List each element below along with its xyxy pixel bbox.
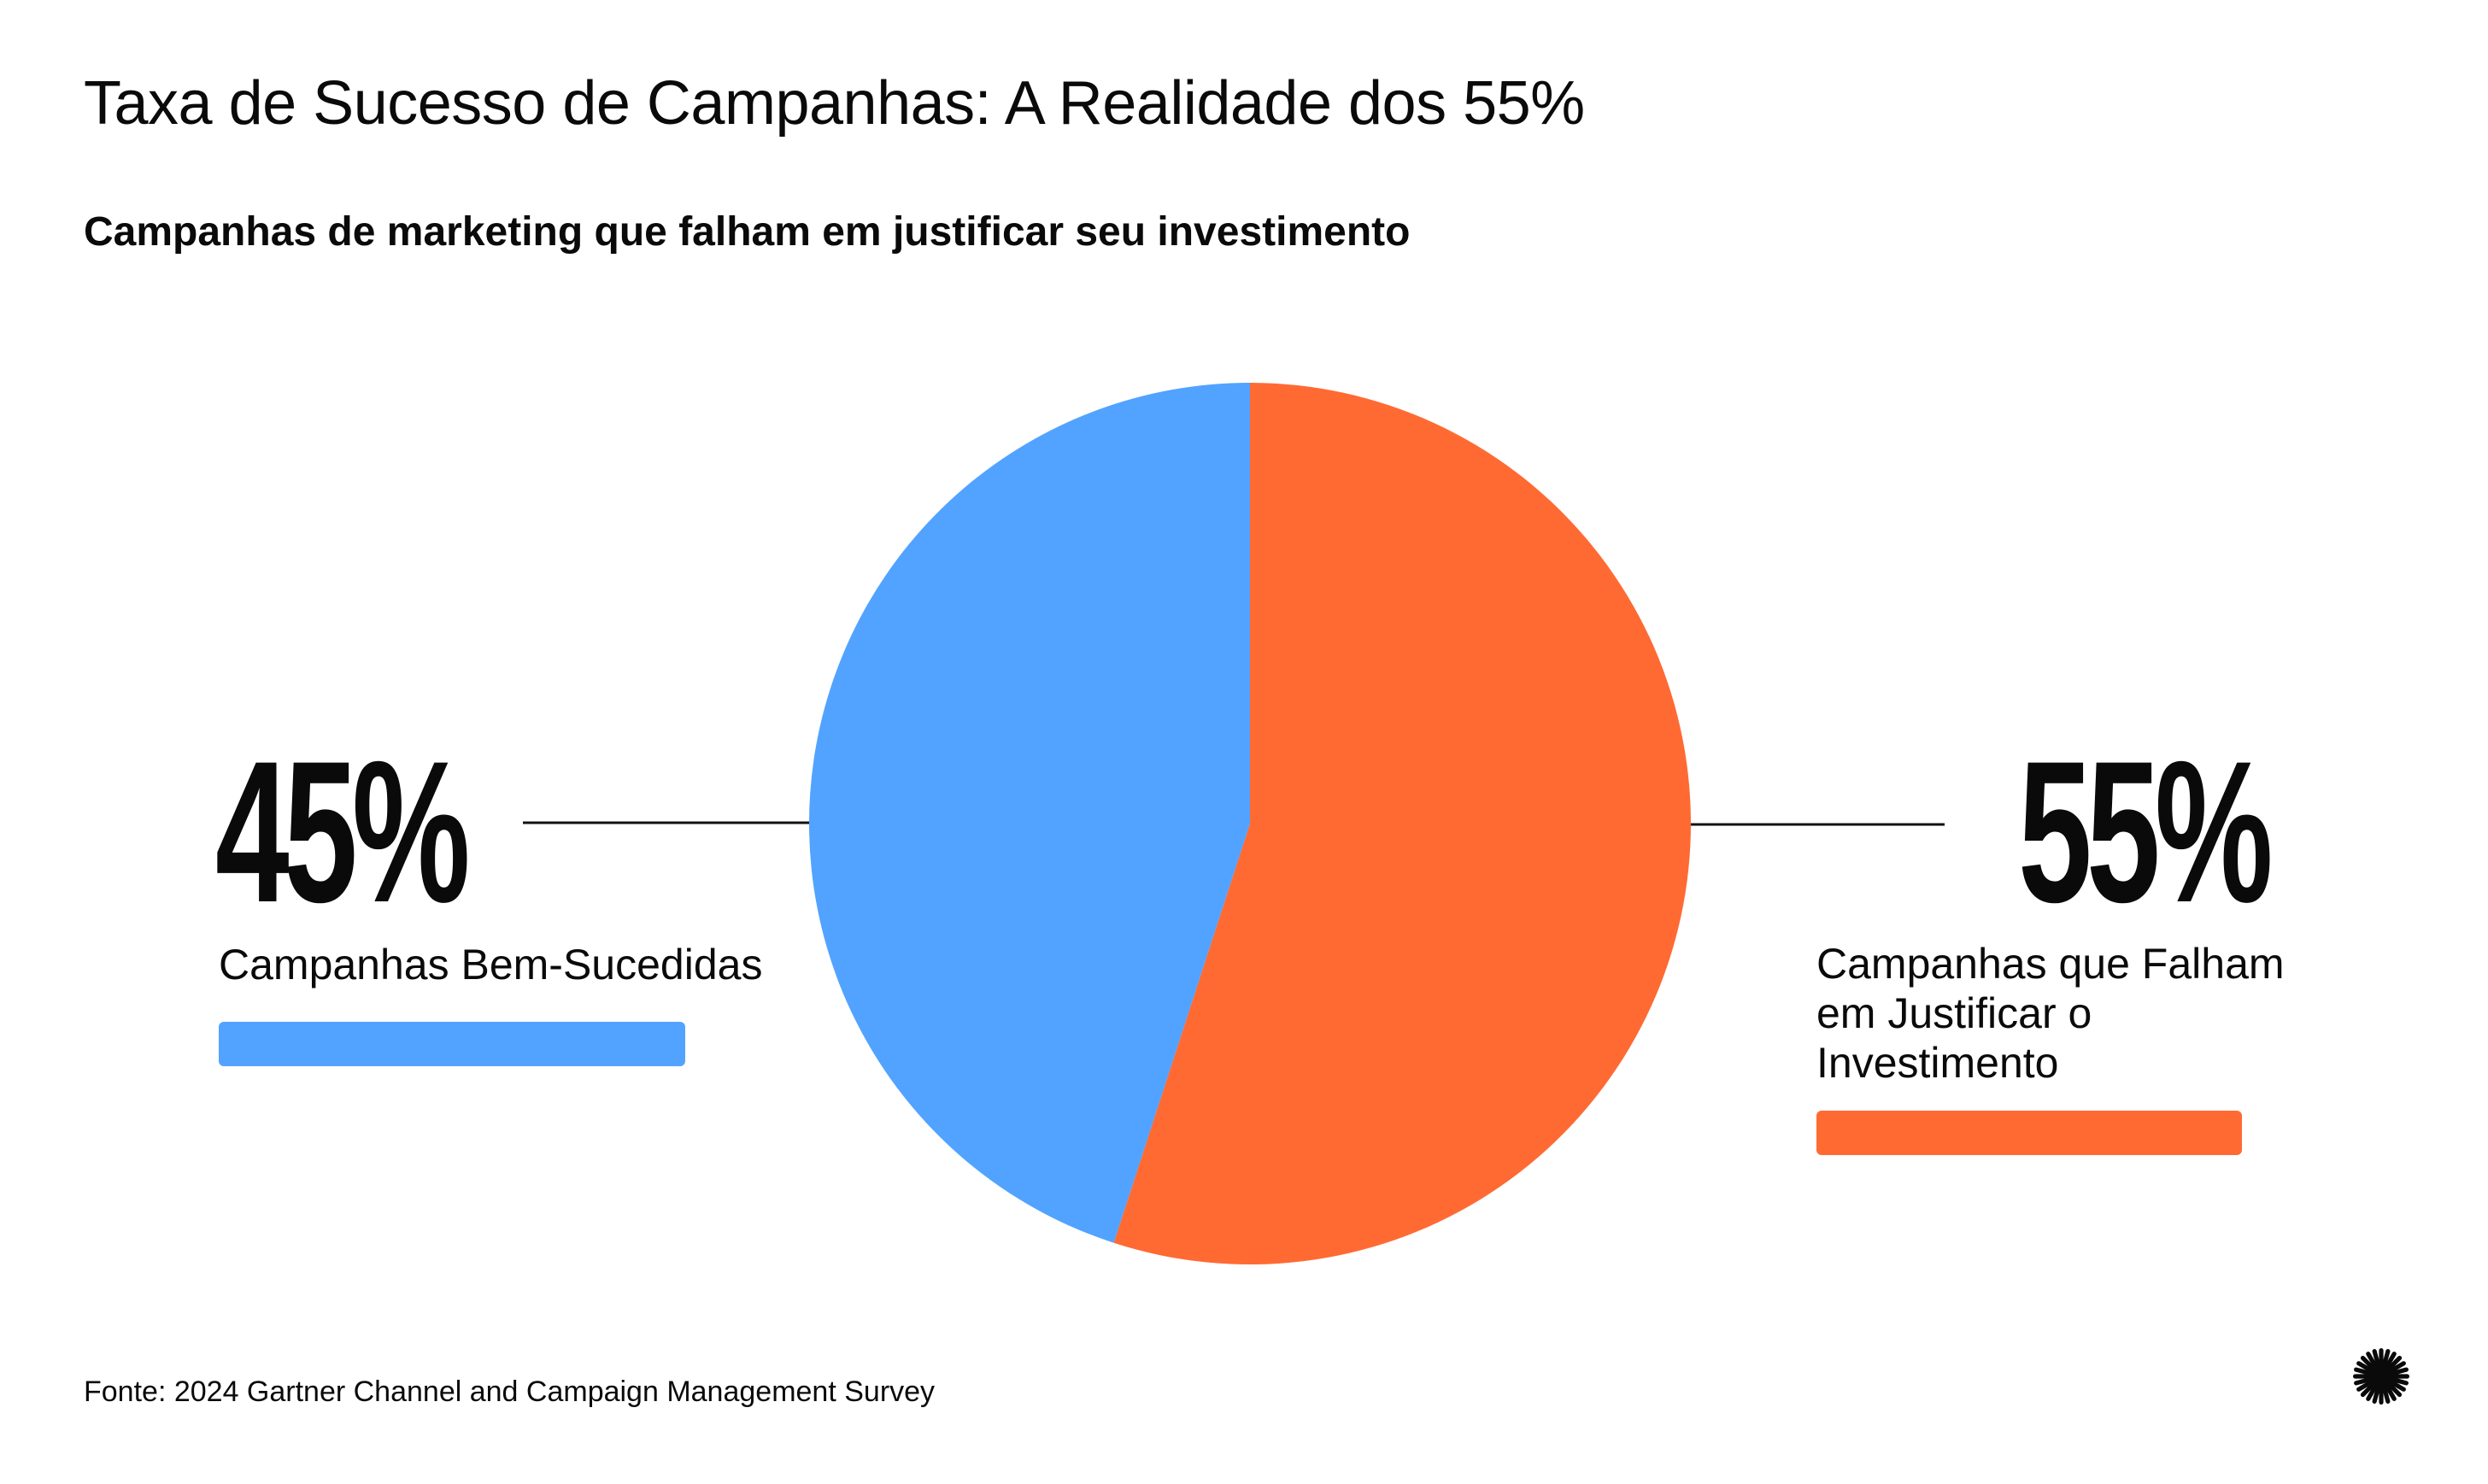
starburst-icon (2353, 1348, 2409, 1405)
success-percentage: 45% (215, 719, 471, 945)
success-color-bar (219, 1022, 685, 1066)
pie-slice-1 (809, 383, 1250, 1243)
chart-title: Taxa de Sucesso de Campanhas: A Realidad… (84, 69, 1585, 138)
failure-label: Campanhas que Falham em Justificar o Inv… (1816, 940, 2285, 1087)
failure-color-bar (1816, 1111, 2242, 1155)
success-label: Campanhas Bem-Sucedidas (219, 941, 763, 988)
chart-subtitle: Campanhas de marketing que falham em jus… (84, 209, 1411, 255)
source-note: Fonte: 2024 Gartner Channel and Campaign… (84, 1375, 936, 1408)
failure-percentage: 55% (2018, 719, 2274, 945)
pie-slice-0 (1113, 383, 1691, 1264)
